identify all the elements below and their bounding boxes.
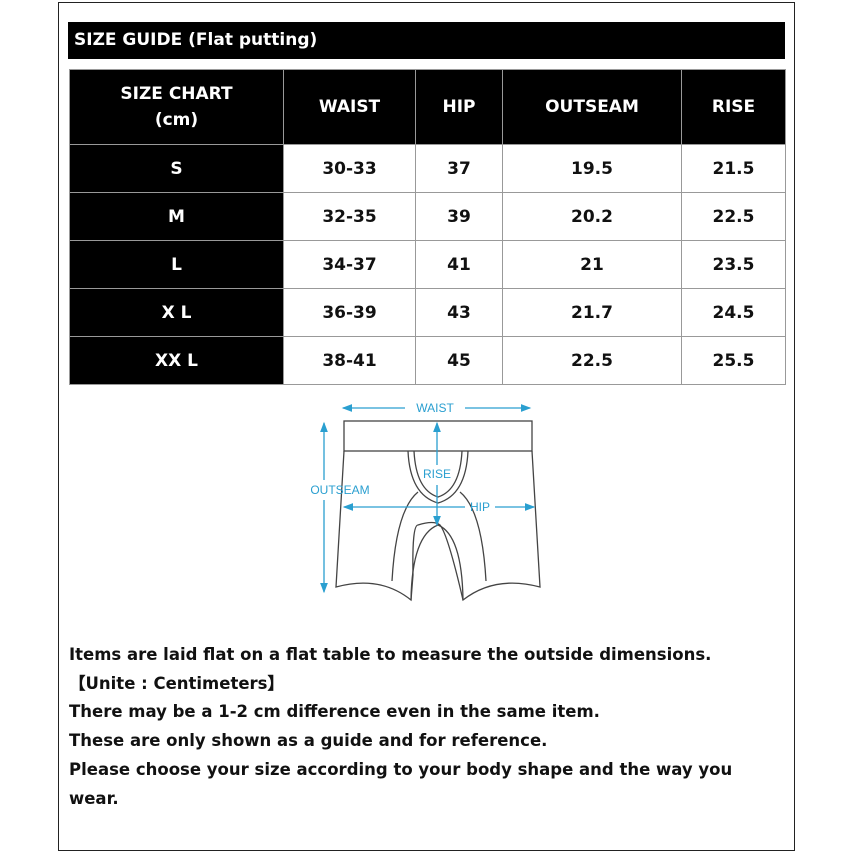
header-rise: RISE	[681, 69, 786, 145]
table-row: X L 36-39 43 21.7 24.5	[69, 288, 786, 337]
outseam-cell: 20.2	[502, 192, 682, 241]
note-line: Items are laid flat on a flat table to m…	[69, 645, 712, 664]
table-header-row: SIZE CHART (cm) WAIST HIP OUTSEAM RISE	[69, 69, 786, 145]
outseam-cell: 21	[502, 240, 682, 289]
note-line: These are only shown as a guide and for …	[69, 731, 548, 751]
size-cell: X L	[69, 288, 284, 337]
hip-cell: 43	[415, 288, 503, 337]
outseam-label: OUTSEAM	[310, 483, 369, 497]
size-cell: XX L	[69, 336, 284, 385]
size-cell: S	[69, 144, 284, 193]
rise-cell: 21.5	[681, 144, 786, 193]
hip-cell: 37	[415, 144, 503, 193]
outseam-cell: 19.5	[502, 144, 682, 193]
size-cell: M	[69, 192, 284, 241]
header-hip: HIP	[415, 69, 503, 145]
rise-cell: 22.5	[681, 192, 786, 241]
note-line: 【Unite : Centimeters】	[69, 673, 284, 693]
header-waist: WAIST	[283, 69, 416, 145]
note-line: There may be a 1-2 cm difference even in…	[69, 702, 600, 722]
notes: Items are laid flat on a flat table to m…	[69, 641, 789, 813]
table-row: XX L 38-41 45 22.5 25.5	[69, 336, 786, 385]
rise-cell: 24.5	[681, 288, 786, 337]
table-row: M 32-35 39 20.2 22.5	[69, 192, 786, 241]
waist-cell: 30-33	[283, 144, 416, 193]
header-size-chart: SIZE CHART (cm)	[69, 69, 284, 145]
size-cell: L	[69, 240, 284, 289]
shorts-diagram: WAIST RISE OUTSEAM HIP	[310, 401, 541, 602]
hip-cell: 41	[415, 240, 503, 289]
waist-cell: 38-41	[283, 336, 416, 385]
shorts-outline	[335, 420, 541, 602]
note-line: Please choose your size according to you…	[69, 759, 733, 779]
waist-cell: 36-39	[283, 288, 416, 337]
outseam-cell: 22.5	[502, 336, 682, 385]
rise-label: RISE	[423, 467, 451, 481]
hip-cell: 39	[415, 192, 503, 241]
rise-cell: 23.5	[681, 240, 786, 289]
note-line: wear.	[69, 788, 119, 808]
waist-cell: 34-37	[283, 240, 416, 289]
hip-cell: 45	[415, 336, 503, 385]
outseam-cell: 21.7	[502, 288, 682, 337]
hip-label: HIP	[470, 500, 490, 514]
table-row: L 34-37 41 21 23.5	[69, 240, 786, 289]
rise-cell: 25.5	[681, 336, 786, 385]
table-row: S 30-33 37 19.5 21.5	[69, 144, 786, 193]
page-frame	[58, 2, 795, 851]
page-title: SIZE GUIDE (Flat putting)	[68, 22, 785, 59]
waist-cell: 32-35	[283, 192, 416, 241]
waist-label: WAIST	[416, 401, 454, 415]
header-outseam: OUTSEAM	[502, 69, 682, 145]
